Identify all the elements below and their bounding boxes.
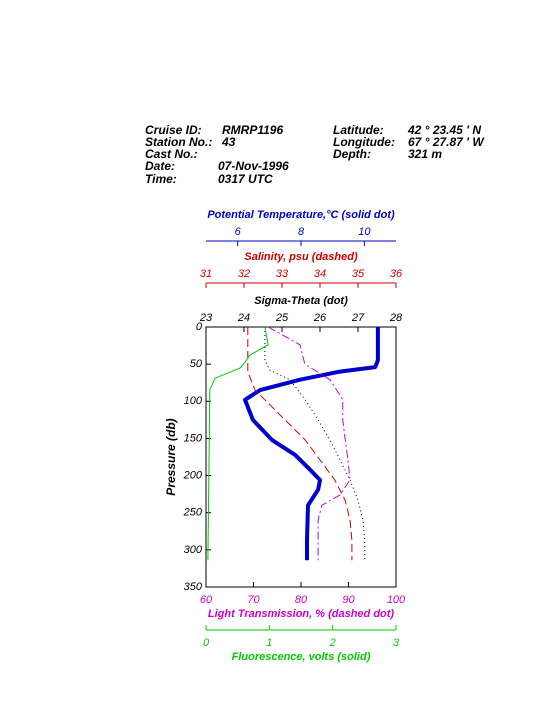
x-tick-label: 26 — [313, 312, 327, 324]
x-tick-label: 80 — [295, 594, 308, 606]
y-tick-label: 0 — [196, 321, 203, 333]
x-tick-label: 28 — [389, 312, 403, 324]
header-value: 07-Nov-1996 — [218, 159, 289, 173]
x-tick-label: 25 — [275, 312, 289, 324]
header-label: Station No.: — [145, 135, 212, 149]
header-label: Cruise ID: — [145, 123, 202, 137]
y-tick-label: 100 — [184, 395, 203, 407]
plot-frame — [205, 326, 397, 588]
x-tick-label: 33 — [276, 268, 289, 280]
x-axis-label: Sigma-Theta (dot) — [254, 295, 348, 307]
header-value: 67 ° 27.87 ' W — [408, 135, 485, 149]
header-label: Date: — [145, 159, 175, 173]
y-tick-label: 50 — [190, 358, 203, 370]
x-tick-label: 3 — [393, 637, 400, 649]
x-tick-label: 36 — [390, 268, 403, 280]
y-axis-label: Pressure (db) — [164, 418, 178, 495]
header-value: RMRP1196 — [222, 123, 283, 137]
x-tick-label: 10 — [358, 226, 371, 238]
header-label: Latitude: — [333, 123, 384, 137]
y-tick-label: 250 — [183, 507, 203, 519]
header-value: 0317 UTC — [218, 172, 273, 186]
x-axis-label: Fluorescence, volts (solid) — [232, 651, 371, 663]
y-tick-label: 200 — [183, 469, 203, 481]
header-value: 42 ° 23.45 ' N — [407, 123, 481, 137]
header-label: Longitude: — [333, 135, 395, 149]
x-tick-label: 31 — [200, 268, 212, 280]
x-tick-label: 70 — [247, 594, 260, 606]
x-tick-label: 90 — [342, 594, 355, 606]
y-tick-label: 350 — [184, 581, 203, 593]
x-tick-label: 1 — [266, 637, 272, 649]
x-axis-label: Potential Temperature,°C (solid dot) — [207, 209, 395, 221]
x-tick-label: 60 — [200, 594, 213, 606]
x-tick-label: 6 — [235, 226, 242, 238]
y-tick-label: 150 — [184, 432, 203, 444]
x-tick-label: 34 — [314, 268, 326, 280]
profile-line — [264, 327, 366, 561]
profile-line — [247, 327, 353, 561]
x-tick-label: 35 — [352, 268, 365, 280]
header-value: 321 m — [408, 147, 442, 161]
header-value: 43 — [221, 135, 236, 149]
header: Cruise ID: RMRP1196 Station No.: 43 Cast… — [145, 123, 485, 186]
profile-line — [207, 326, 269, 561]
profile-line — [267, 326, 351, 561]
x-axis-label: Salinity, psu (dashed) — [244, 251, 358, 263]
x-tick-label: 23 — [199, 312, 213, 324]
header-label: Time: — [145, 172, 177, 186]
x-tick-label: 2 — [329, 637, 336, 649]
x-tick-label: 0 — [203, 637, 210, 649]
x-tick-label: 8 — [298, 226, 305, 238]
x-tick-label: 27 — [351, 312, 365, 324]
x-axis-label: Light Transmission, % (dashed dot) — [208, 608, 395, 620]
profile-line — [243, 327, 380, 561]
x-tick-label: 100 — [387, 594, 406, 606]
y-tick-label: 300 — [184, 544, 203, 556]
x-tick-label: 24 — [237, 312, 250, 324]
header-label: Depth: — [333, 147, 371, 161]
x-tick-label: 32 — [238, 268, 250, 280]
header-label: Cast No.: — [145, 147, 198, 161]
